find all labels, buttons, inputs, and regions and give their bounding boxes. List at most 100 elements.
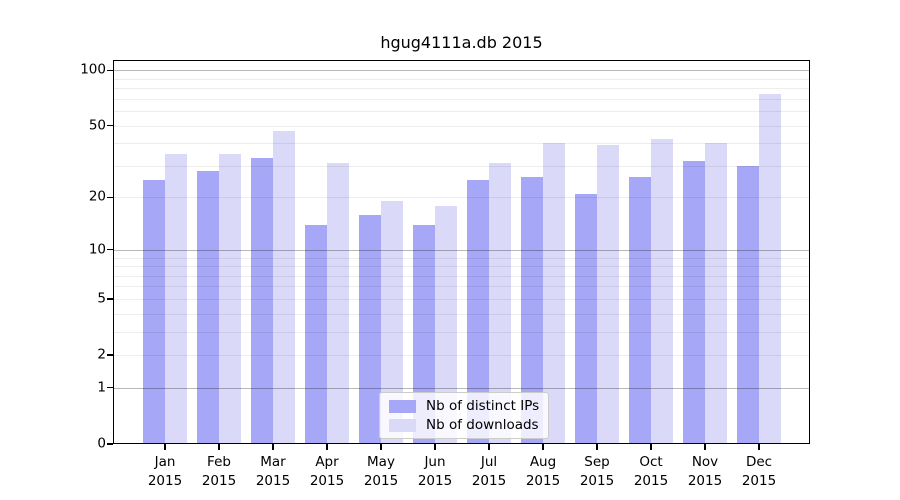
x-tick-mark [596, 444, 598, 450]
x-tick-year: 2015 [147, 473, 183, 489]
bar-downloads [651, 139, 673, 444]
gridline-minor [113, 111, 810, 113]
bar-distinct-ips [413, 224, 435, 444]
y-tick-label: 2 [97, 346, 106, 363]
legend-swatch-distinct-ips [389, 399, 416, 413]
legend-item-downloads: Nb of downloads [389, 417, 539, 433]
gridline-minor [113, 286, 810, 288]
y-tick-label: 50 [88, 116, 106, 133]
x-tick-month: May [367, 454, 395, 470]
gridline-minor [113, 98, 810, 100]
x-tick-label: Oct 2015 [624, 453, 678, 491]
bar-downloads [273, 130, 295, 444]
y-tick-mark [107, 69, 113, 71]
bar-downloads [759, 94, 781, 444]
x-tick-month: Mar [260, 454, 286, 470]
x-tick-mark [488, 444, 490, 450]
gridline-minor [113, 331, 810, 333]
x-tick-month: Jul [480, 454, 498, 470]
bar-distinct-ips [143, 180, 165, 444]
gridline-minor [113, 355, 810, 357]
x-tick-month: Jan [154, 454, 176, 470]
gridline-minor [113, 257, 810, 259]
x-tick-mark [272, 444, 274, 450]
x-tick-year: 2015 [525, 473, 561, 489]
bar-downloads [165, 153, 187, 444]
bar-downloads [543, 143, 565, 444]
x-tick-label: Jun 2015 [408, 453, 462, 491]
gridline-minor [113, 266, 810, 268]
x-tick-label: Apr 2015 [300, 453, 354, 491]
legend-item-distinct-ips: Nb of distinct IPs [389, 398, 539, 414]
gridline-minor [113, 275, 810, 277]
x-tick-year: 2015 [417, 473, 453, 489]
chart-title: hgug4111a.db 2015 [380, 33, 543, 52]
y-tick-mark [107, 354, 113, 356]
bar-distinct-ips [305, 224, 327, 444]
bar-downloads [381, 201, 403, 444]
gridline-major [113, 70, 810, 72]
gridline-minor [113, 88, 810, 90]
x-tick-label: Sep 2015 [570, 453, 624, 491]
x-tick-label: Feb 2015 [192, 453, 246, 491]
x-tick-month: Apr [315, 454, 339, 470]
x-tick-mark [164, 444, 166, 450]
gridline-minor [113, 125, 810, 127]
x-tick-label: Jan 2015 [138, 453, 192, 491]
gridline-minor [113, 313, 810, 315]
x-tick-month: Sep [584, 454, 610, 470]
x-tick-month: Dec [745, 454, 773, 470]
plot-area [113, 60, 810, 444]
bar-downloads [705, 143, 727, 444]
x-tick-month: Nov [691, 454, 719, 470]
x-tick-mark [218, 444, 220, 450]
x-tick-mark [758, 444, 760, 450]
x-tick-label: Nov 2015 [678, 453, 732, 491]
x-tick-label: Aug 2015 [516, 453, 570, 491]
bar-distinct-ips [683, 160, 705, 444]
x-tick-mark [650, 444, 652, 450]
y-tick-label: 5 [97, 290, 106, 307]
y-tick-label: 10 [88, 241, 106, 258]
x-tick-mark [326, 444, 328, 450]
bar-distinct-ips [467, 180, 489, 444]
legend-label-distinct-ips: Nb of distinct IPs [426, 398, 540, 414]
gridline-minor [113, 197, 810, 199]
bar-distinct-ips [197, 171, 219, 444]
y-tick-mark [107, 249, 113, 251]
x-tick-label: May 2015 [354, 453, 408, 491]
x-tick-year: 2015 [579, 473, 615, 489]
bar-distinct-ips [629, 177, 651, 444]
y-tick-mark [107, 196, 113, 199]
x-tick-year: 2015 [363, 473, 399, 489]
bar-distinct-ips [737, 165, 759, 444]
bar-downloads [327, 163, 349, 444]
x-tick-label: Jul 2015 [462, 453, 516, 491]
gridline-minor [113, 298, 810, 300]
bar-distinct-ips [359, 214, 381, 444]
x-tick-month: Oct [639, 454, 663, 470]
bar-downloads [597, 145, 619, 444]
x-tick-year: 2015 [633, 473, 669, 489]
gridline-major [113, 387, 810, 389]
x-tick-label: Dec 2015 [732, 453, 786, 491]
legend-label-downloads: Nb of downloads [426, 417, 539, 433]
bar-distinct-ips [251, 158, 273, 444]
x-tick-year: 2015 [201, 473, 237, 489]
bar-downloads [489, 163, 511, 444]
x-tick-month: Jun [424, 454, 446, 470]
x-tick-label: Mar 2015 [246, 453, 300, 491]
gridline-major [113, 249, 810, 251]
x-tick-month: Feb [207, 454, 231, 470]
x-tick-year: 2015 [309, 473, 345, 489]
y-tick-label: 100 [80, 61, 106, 78]
gridline-minor [113, 165, 810, 167]
y-tick-mark [107, 387, 113, 389]
y-tick-mark [107, 298, 113, 300]
gridline-minor [113, 143, 810, 145]
y-tick-label: 1 [97, 379, 106, 396]
x-tick-year: 2015 [255, 473, 291, 489]
y-tick-mark [107, 443, 113, 445]
x-tick-month: Aug [529, 454, 557, 470]
